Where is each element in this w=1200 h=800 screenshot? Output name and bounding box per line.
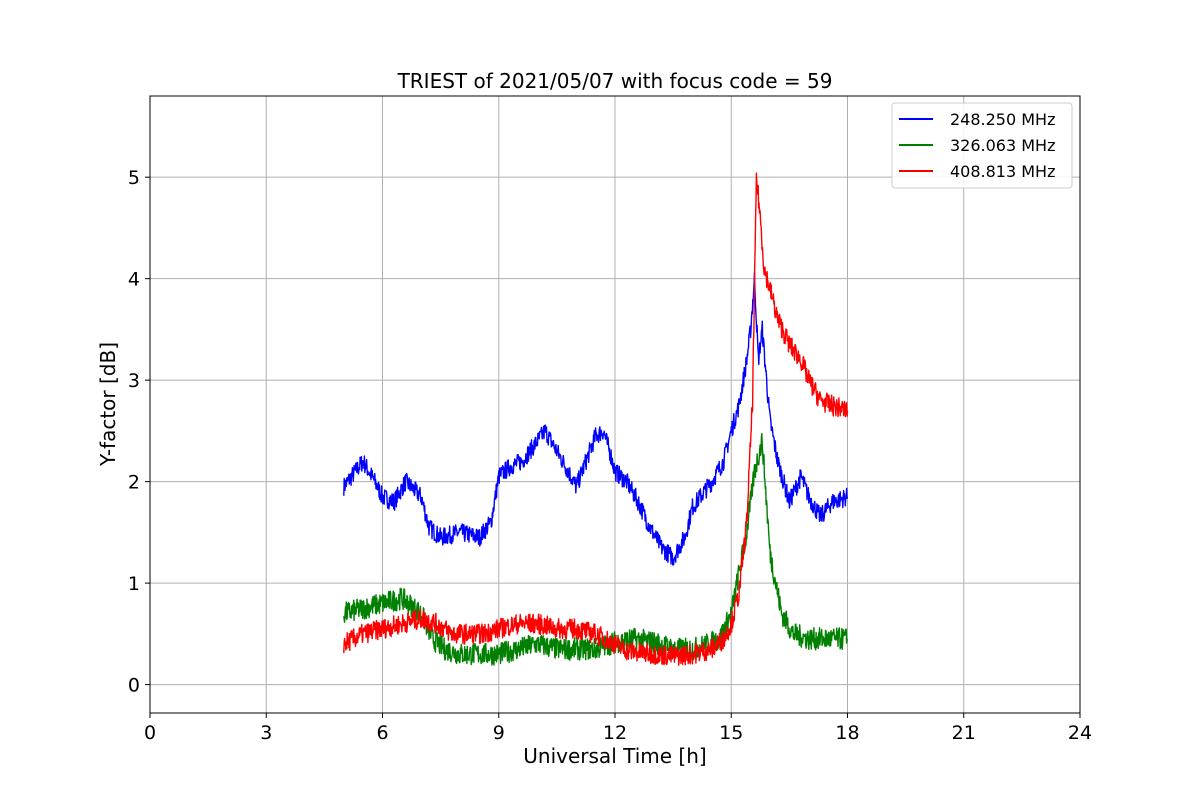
x-tick-label: 3 <box>260 722 272 744</box>
y-tick-label: 2 <box>128 472 140 494</box>
legend: 248.250 MHz 326.063 MHz 408.813 MHz <box>891 102 1073 189</box>
x-tick-label: 0 <box>144 722 156 744</box>
chart-title: TRIEST of 2021/05/07 with focus code = 5… <box>397 69 833 93</box>
series-line <box>343 432 848 666</box>
y-tick-label: 1 <box>128 573 140 595</box>
x-tick-labels: 0 3 6 9 12 15 18 21 24 <box>144 722 1092 744</box>
x-tick-label: 12 <box>603 722 627 744</box>
y-tick-label: 0 <box>128 675 140 697</box>
x-tick-label: 15 <box>719 722 743 744</box>
x-tick-label: 6 <box>376 722 388 744</box>
series-line <box>343 172 849 666</box>
x-tick-label: 9 <box>493 722 505 744</box>
series-2 <box>343 432 848 666</box>
y-tick-label: 3 <box>128 370 140 392</box>
legend-label: 408.813 MHz <box>950 162 1055 181</box>
x-tick-label: 21 <box>952 722 976 744</box>
y-tick-labels: 0 1 2 3 4 5 <box>128 167 140 696</box>
legend-label: 326.063 MHz <box>950 136 1055 155</box>
tick-marks <box>145 176 1081 718</box>
y-tick-label: 5 <box>128 167 140 189</box>
y-tick-label: 4 <box>128 269 140 291</box>
legend-label: 248.250 MHz <box>950 110 1055 129</box>
series-3 <box>343 172 849 666</box>
legend-item: 408.813 MHz <box>899 162 1055 181</box>
y-axis-label: Y-factor [dB] <box>96 342 120 467</box>
x-axis-label: Universal Time [h] <box>523 744 706 768</box>
series-layer <box>343 172 849 666</box>
legend-item: 326.063 MHz <box>899 136 1055 155</box>
legend-item: 248.250 MHz <box>899 110 1055 129</box>
x-tick-label: 24 <box>1068 722 1092 744</box>
x-tick-label: 18 <box>835 722 859 744</box>
legend-box <box>891 102 1073 189</box>
series-1 <box>343 271 849 566</box>
series-line <box>343 271 849 566</box>
